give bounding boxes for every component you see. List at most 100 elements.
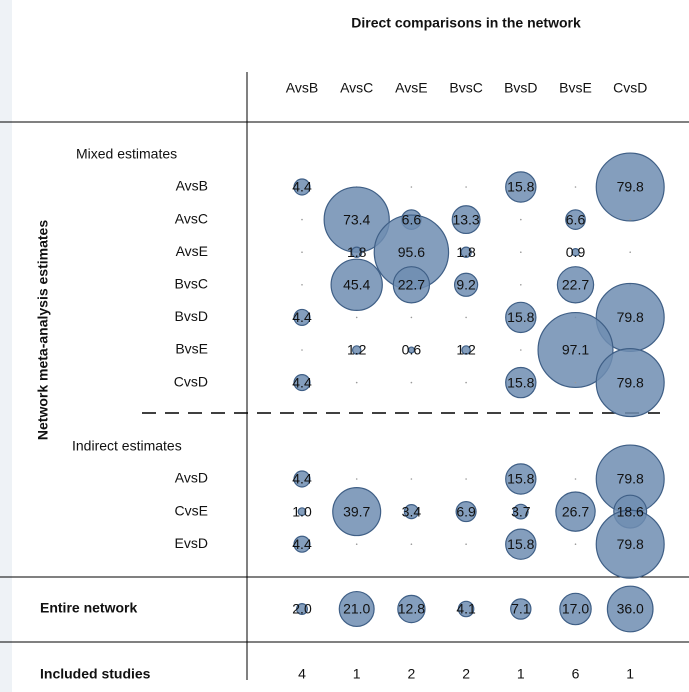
value-label: 1.2: [456, 342, 476, 358]
bubble: [397, 594, 426, 624]
value-label: 79.8: [617, 536, 644, 552]
empty-cell: [629, 251, 631, 253]
bubble: [457, 600, 475, 618]
bubble: [595, 152, 665, 222]
row-label: AvsD: [175, 470, 208, 486]
row-label: EvsD: [175, 535, 208, 551]
empty-cell: [301, 284, 303, 286]
empty-cell: [301, 218, 303, 221]
value-label: 1.8: [456, 244, 476, 260]
value-label: 15.8: [507, 374, 534, 390]
value-label: 79.8: [617, 179, 644, 195]
value-label: 97.1: [562, 342, 589, 358]
bubble: [505, 528, 537, 560]
value-label: 1.8: [347, 244, 367, 260]
group-label: Mixed estimates: [76, 146, 177, 162]
value-label: 17.0: [562, 601, 589, 617]
bubble: [461, 345, 471, 355]
row-label: BvsE: [175, 341, 208, 357]
row-label: AvsE: [176, 243, 208, 259]
value-label: 12.8: [398, 601, 425, 617]
empty-cell: [410, 381, 413, 384]
empty-cell: [465, 478, 467, 480]
empty-cell: [355, 543, 358, 545]
bubble: [332, 487, 382, 537]
bubble: [351, 345, 362, 355]
bubble: [293, 535, 311, 553]
study-count: 4: [298, 666, 306, 682]
empty-cell: [301, 251, 303, 253]
empty-cell: [410, 316, 413, 319]
bubble: [512, 503, 529, 520]
empty-cell: [465, 316, 467, 319]
study-count: 2: [462, 666, 470, 682]
bubble: [293, 178, 311, 196]
bubble: [595, 348, 665, 418]
value-label: 0.9: [566, 244, 586, 260]
value-label: 22.7: [398, 277, 425, 293]
value-label: 36.0: [617, 601, 644, 617]
empty-cell: [465, 186, 467, 188]
value-label: 45.4: [343, 277, 370, 293]
value-label: 0.6: [402, 342, 422, 358]
row-label: Included studies: [40, 666, 151, 682]
bubble: [460, 246, 472, 258]
value-label: 39.7: [343, 503, 370, 519]
value-label: 6.6: [566, 211, 586, 227]
value-label: 79.8: [617, 471, 644, 487]
bubble: [606, 585, 654, 633]
value-label: 4.4: [292, 536, 312, 552]
row-label: Entire network: [40, 600, 137, 616]
study-count: 1: [353, 666, 361, 682]
row-label: CvsD: [174, 373, 208, 389]
empty-cell: [410, 543, 413, 545]
value-label: 15.8: [507, 471, 534, 487]
bubble: [559, 592, 592, 626]
bubble: [330, 258, 383, 312]
value-label: 1.2: [347, 342, 367, 358]
value-label: 15.8: [507, 179, 534, 195]
value-label: 18.6: [617, 503, 644, 519]
bubble: [510, 598, 532, 620]
bubble: [407, 346, 415, 354]
empty-cell: [410, 478, 413, 480]
empty-cell: [355, 316, 358, 319]
bubble: [293, 374, 311, 392]
bubble: [453, 272, 479, 297]
value-label: 22.7: [562, 277, 589, 293]
value-label: 9.2: [456, 277, 476, 293]
empty-cell: [355, 478, 358, 480]
value-label: 73.4: [343, 211, 370, 227]
value-label: 7.1: [511, 601, 531, 617]
bubble: [505, 301, 537, 334]
bubble: [351, 246, 363, 258]
bubble: [505, 463, 537, 495]
bubble: [505, 366, 537, 399]
empty-cell: [574, 186, 577, 188]
empty-cell: [465, 381, 467, 384]
empty-cell: [520, 251, 522, 253]
bubble: [293, 470, 311, 488]
empty-cell: [520, 218, 522, 221]
bubble: [537, 311, 614, 389]
value-label: 3.7: [511, 503, 531, 519]
value-label: 79.8: [617, 309, 644, 325]
value-label: 6.6: [402, 211, 422, 227]
y-axis-label: Network meta-analysis estimates: [35, 220, 51, 440]
bubble: [293, 308, 311, 326]
value-label: 1.0: [292, 503, 312, 519]
empty-cell: [410, 186, 413, 188]
column-label: CvsD: [613, 80, 647, 96]
bubble: [505, 171, 537, 203]
bubble: [595, 509, 665, 579]
value-label: 4.4: [292, 374, 312, 390]
column-label: BvsC: [449, 80, 482, 96]
bubble: [571, 247, 580, 257]
empty-cell: [574, 381, 577, 384]
value-label: 4.4: [292, 309, 312, 325]
value-label: 13.3: [452, 211, 479, 227]
empty-cell: [574, 478, 577, 480]
column-label: BvsE: [559, 80, 592, 96]
